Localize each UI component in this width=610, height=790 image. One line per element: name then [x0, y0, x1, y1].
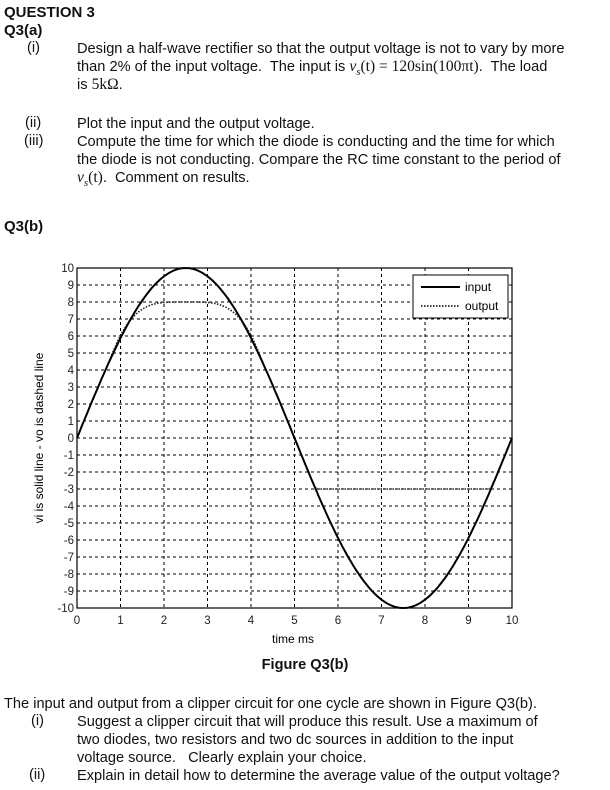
y-tick-label: 8 — [68, 297, 74, 309]
y-tick-label: -1 — [64, 450, 74, 462]
item-number: (i) — [31, 713, 44, 729]
question-title: QUESTION 3 — [4, 4, 95, 21]
chart-grid — [77, 268, 512, 608]
item-text-line: is 5kΩ. — [77, 76, 123, 94]
y-tick-label: 2 — [68, 399, 74, 411]
y-tick-label: -3 — [64, 484, 74, 496]
item-text-line: two diodes, two resistors and two dc sou… — [77, 732, 514, 748]
x-tick-label: 5 — [291, 615, 297, 627]
item-text-line: Suggest a clipper circuit that will prod… — [77, 714, 538, 730]
item-number: (i) — [27, 40, 40, 56]
y-tick-label: 3 — [68, 382, 74, 394]
y-tick-label: 1 — [68, 416, 74, 428]
y-tick-label: -5 — [64, 518, 74, 530]
x-tick-label: 1 — [117, 615, 123, 627]
y-tick-label: 7 — [68, 314, 74, 326]
y-tick-label: 4 — [68, 365, 75, 377]
part-b-heading: Q3(b) — [4, 218, 44, 235]
part-a-heading: Q3(a) — [4, 22, 43, 39]
legend-input-label: input — [465, 280, 492, 294]
item-text-line: voltage source. Clearly explain your cho… — [77, 750, 367, 766]
y-tick-label: 6 — [68, 331, 74, 343]
x-tick-label: 0 — [74, 615, 80, 627]
x-tick-label: 10 — [506, 615, 519, 627]
math-expression: (t) — [88, 169, 103, 186]
y-tick-label: -6 — [64, 535, 74, 547]
item-number: (ii) — [29, 767, 46, 783]
item-text-line: Plot the input and the output voltage. — [77, 116, 315, 132]
x-tick-label: 3 — [204, 615, 210, 627]
text-run: . The load — [478, 59, 548, 75]
text-run: . — [118, 77, 123, 93]
math-subscript: s — [356, 65, 361, 78]
legend-output-label: output — [465, 299, 499, 313]
y-tick-label: 5 — [68, 348, 74, 360]
y-tick-label: 0 — [68, 433, 74, 445]
plot-frame — [76, 267, 513, 609]
math-subscript: s — [83, 176, 89, 189]
text-run: . Comment on results. — [102, 170, 250, 186]
x-tick-label: 2 — [161, 615, 167, 627]
input-series-line — [76, 266, 513, 610]
x-tick-label: 6 — [335, 615, 341, 627]
y-axis-label: vi is solid line - vo is dashed line — [32, 352, 46, 523]
item-text-line: than 2% of the input voltage. The input … — [77, 58, 547, 81]
math-symbol: v — [77, 169, 84, 186]
legend-box: input output — [412, 274, 509, 319]
y-tick-label: 9 — [68, 280, 74, 292]
item-text-line: the diode is not conducting. Compare the… — [77, 152, 561, 168]
figure-q3b-chart: 0 1 2 3 4 5 6 7 8 9 10109876543210-1-2-3-4-5-6-7-8… — [32, 263, 518, 646]
text-run: is — [77, 77, 92, 93]
figure-caption: Figure Q3(b) — [261, 657, 349, 673]
x-tick-label: 4 — [248, 615, 255, 627]
y-tick-label: -10 — [57, 603, 74, 615]
q3b-intro: The input and output from a clipper circ… — [4, 696, 537, 712]
x-tick-label: 9 — [465, 615, 471, 627]
y-tick-label: -7 — [64, 552, 74, 564]
x-tick-label: 8 — [422, 615, 428, 627]
y-tick-label: -4 — [64, 501, 75, 513]
item-number: (ii) — [25, 115, 42, 131]
y-tick-label: -2 — [64, 467, 74, 479]
y-tick-label: -8 — [64, 569, 74, 581]
text-run: than 2% of the input voltage. The input … — [77, 59, 350, 75]
math-expression: (t) = 120sin(100πt) — [360, 58, 479, 75]
chart-ticks: 0 1 2 3 4 5 6 7 8 9 10109876543210-1-2-3-4-5-6-7-8… — [57, 263, 518, 627]
item-text-line: Design a half-wave rectifier so that the… — [77, 41, 565, 57]
item-text-line: Explain in detail how to determine the a… — [77, 768, 560, 784]
math-expression: 5kΩ — [91, 76, 119, 93]
math-symbol: v — [349, 58, 357, 75]
item-text-line: vs(t). Comment on results. — [77, 169, 250, 192]
legend-frame — [412, 274, 509, 319]
y-tick-label: -9 — [64, 586, 74, 598]
item-number: (iii) — [24, 133, 44, 149]
item-text-line: Compute the time for which the diode is … — [77, 134, 555, 150]
y-tick-label: 10 — [61, 263, 74, 275]
x-tick-label: 7 — [378, 615, 384, 627]
x-axis-label: time ms — [272, 632, 314, 646]
